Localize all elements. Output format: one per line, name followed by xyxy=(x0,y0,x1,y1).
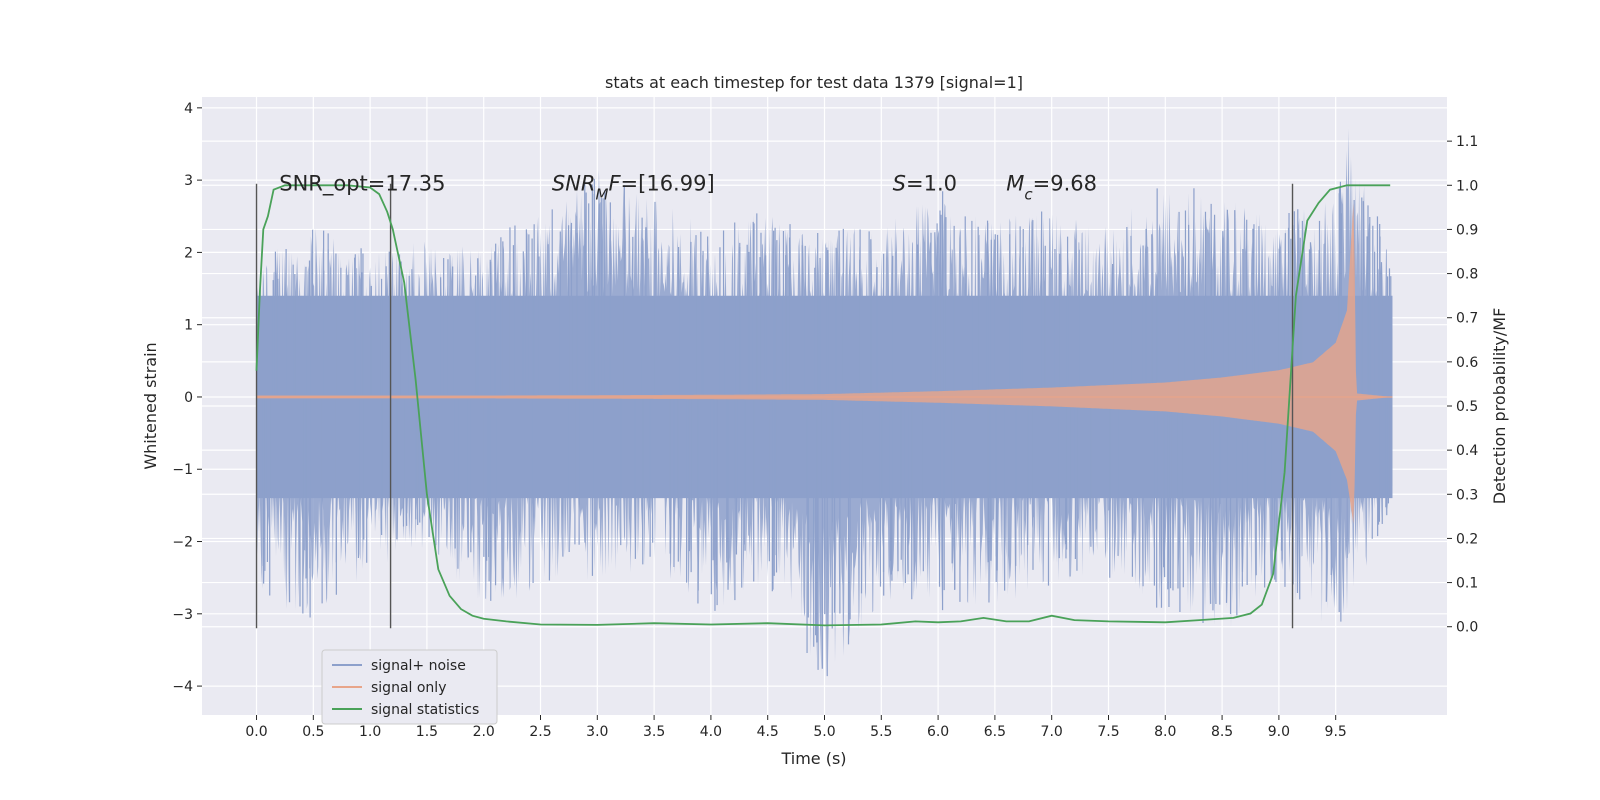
y-tick-label: −1 xyxy=(172,462,193,478)
x-tick-label: 8.0 xyxy=(1154,724,1176,740)
window-markers xyxy=(255,183,1294,629)
y2-tick-label: 0.4 xyxy=(1456,443,1478,459)
y-axis-label: Whitened strain xyxy=(141,342,160,469)
annotation-snr_opt: SNR_opt=17.35 xyxy=(279,172,445,197)
x-tick-label: 1.0 xyxy=(359,724,381,740)
x-tick-label: 3.0 xyxy=(586,724,608,740)
series-signal-statistics xyxy=(255,184,1391,627)
x-tick-label: 0.0 xyxy=(245,724,267,740)
x-tick-label: 5.0 xyxy=(813,724,835,740)
series-signal-noise-spikes xyxy=(262,177,1392,677)
x-tick-label: 1.5 xyxy=(416,724,438,740)
y-tick-label: −4 xyxy=(172,679,193,695)
legend-label-signal-statistics: signal statistics xyxy=(371,702,479,718)
x-tick-label: 7.0 xyxy=(1041,724,1063,740)
legend-label-signal-noise: signal+ noise xyxy=(371,658,466,674)
x-axis-ticks: 0.0 0.5 1.0 1.5 2.0 2.5 3.0 3.5 4.0 4.5 5.0 5.5 6.0 6… xyxy=(245,715,1347,740)
y-tick-label: 4 xyxy=(184,101,193,117)
legend: signal+ noise signal only signal statist… xyxy=(321,649,498,725)
y-axis-ticks: −4 −3 −2 −1 0 1 2 3 4 xyxy=(172,101,202,695)
annotation-s: S=1.0 xyxy=(893,172,957,196)
annotation-mc: Mc=9.68 xyxy=(1006,172,1097,204)
x-tick-label: 4.0 xyxy=(700,724,722,740)
y2-tick-label: 0.0 xyxy=(1456,620,1478,636)
y-tick-label: −3 xyxy=(172,607,193,623)
y2-tick-label: 1.1 xyxy=(1456,134,1478,150)
y-tick-label: 3 xyxy=(184,173,193,189)
y2-tick-label: 0.9 xyxy=(1456,222,1478,238)
y2-axis-ticks: 0.0 0.1 0.2 0.3 0.4 0.5 0.6 0.7 0.8 0.9 1.0 1.1 xyxy=(1447,134,1478,636)
annotation-snr_mf: SNRMF=[16.99] xyxy=(552,172,715,204)
y2-tick-label: 0.5 xyxy=(1456,399,1478,415)
x-tick-label: 2.5 xyxy=(529,724,551,740)
x-tick-label: 4.5 xyxy=(757,724,779,740)
x-tick-label: 3.5 xyxy=(643,724,665,740)
chart-title: stats at each timestep for test data 137… xyxy=(605,73,1023,92)
x-tick-label: 5.5 xyxy=(870,724,892,740)
x-tick-label: 9.0 xyxy=(1268,724,1290,740)
x-tick-label: 2.0 xyxy=(473,724,495,740)
x-tick-label: 9.5 xyxy=(1325,724,1347,740)
y2-tick-label: 0.6 xyxy=(1456,355,1478,371)
y-tick-label: 0 xyxy=(184,390,193,406)
y-tick-label: −2 xyxy=(172,535,193,551)
y2-tick-label: 0.2 xyxy=(1456,531,1478,547)
x-tick-label: 6.0 xyxy=(927,724,949,740)
y2-tick-label: 0.7 xyxy=(1456,311,1478,327)
y-tick-label: 1 xyxy=(184,318,193,334)
y2-tick-label: 1.0 xyxy=(1456,178,1478,194)
x-tick-label: 7.5 xyxy=(1097,724,1119,740)
y2-tick-label: 0.8 xyxy=(1456,267,1478,283)
x-tick-label: 8.5 xyxy=(1211,724,1233,740)
legend-box xyxy=(321,649,498,725)
y2-axis-label: Detection probability/MF xyxy=(1490,308,1509,505)
y-tick-label: 2 xyxy=(184,245,193,261)
x-tick-label: 6.5 xyxy=(984,724,1006,740)
y2-tick-label: 0.3 xyxy=(1456,487,1478,503)
x-axis-label: Time (s) xyxy=(780,749,846,768)
y2-tick-label: 0.1 xyxy=(1456,576,1478,592)
legend-label-signal-only: signal only xyxy=(371,680,446,696)
annotations: SNR_opt=17.35 SNRMF=[16.99] S=1.0 Mc=9.68 xyxy=(279,172,1097,204)
x-tick-label: 0.5 xyxy=(302,724,324,740)
